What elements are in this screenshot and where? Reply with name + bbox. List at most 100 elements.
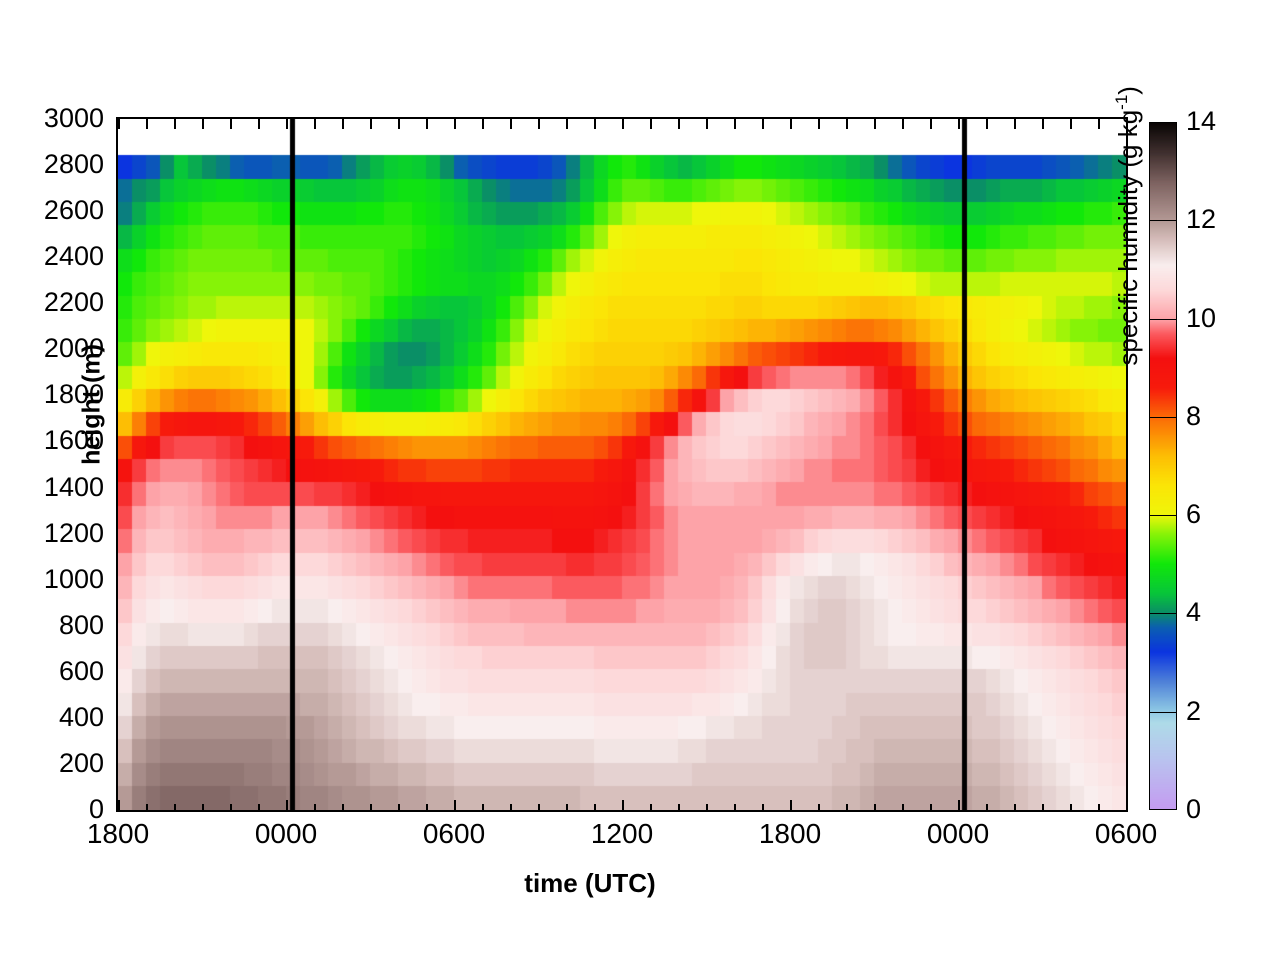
x-axis-minor-tick xyxy=(706,804,708,812)
x-axis-tick-labels: 1800 0000 0600 1200 1800 0000 0600 xyxy=(0,820,1280,870)
y-axis-tick-labels: 0 200 400 600 800 1000 1200 1400 1600 1800 2000 220… xyxy=(0,0,104,960)
x-axis-top-tick xyxy=(818,119,820,129)
x-axis-minor-tick xyxy=(510,804,512,812)
x-axis-top-tick xyxy=(986,119,988,129)
x-axis-minor-tick xyxy=(1014,804,1016,812)
x-axis-minor-tick xyxy=(902,804,904,812)
x-axis-minor-tick xyxy=(678,804,680,812)
x-axis-top-tick xyxy=(762,119,764,129)
x-axis-top-tick xyxy=(314,119,316,129)
x-axis-top-tick xyxy=(650,119,652,129)
colorbar-title: specific humidity (g kg-1) xyxy=(1112,0,1144,486)
x-axis-minor-tick xyxy=(1042,804,1044,812)
x-axis-top-tick xyxy=(482,119,484,129)
colorbar-title-main: specific humidity (g kg xyxy=(1112,109,1143,366)
x-axis-top-tick xyxy=(230,119,232,129)
x-axis-top-tick xyxy=(874,119,876,129)
x-axis-top-ticks xyxy=(116,119,1128,131)
y-axis-tick-label: 800 xyxy=(58,609,104,640)
x-axis-minor-tick xyxy=(986,804,988,812)
x-axis-major-tick xyxy=(454,800,456,812)
x-axis-minor-tick xyxy=(650,804,652,812)
x-axis-top-tick xyxy=(678,119,680,129)
y-axis-tick-label: 2200 xyxy=(43,287,104,318)
x-axis-top-tick xyxy=(202,119,204,129)
x-axis-top-tick xyxy=(538,119,540,129)
x-axis-top-tick xyxy=(1042,119,1044,129)
y-axis-tick-label: 2000 xyxy=(43,333,104,364)
x-axis-minor-tick xyxy=(594,804,596,812)
x-axis-minor-tick xyxy=(762,804,764,812)
x-axis-major-tick xyxy=(1126,800,1128,812)
x-axis-top-tick xyxy=(1126,119,1128,129)
colorbar-tick-label: 12 xyxy=(1186,204,1217,235)
x-axis-top-tick xyxy=(958,119,960,129)
x-axis-tick-label: 1800 xyxy=(758,818,822,849)
x-axis-minor-tick xyxy=(846,804,848,812)
x-axis-top-tick xyxy=(454,119,456,129)
x-axis-major-tick xyxy=(286,800,288,812)
x-axis-top-tick xyxy=(622,119,624,129)
x-axis-title: time (UTC) xyxy=(524,868,656,898)
y-axis-tick-label: 2400 xyxy=(43,241,104,272)
x-axis-minor-tick xyxy=(174,804,176,812)
x-axis-top-tick xyxy=(790,119,792,129)
colorbar-tick-label: 10 xyxy=(1186,302,1217,333)
x-axis-top-tick xyxy=(510,119,512,129)
heatmap-image xyxy=(118,119,1126,810)
heatmap-plot-area xyxy=(116,117,1128,812)
x-axis-bottom-ticks xyxy=(116,800,1128,812)
x-axis-minor-tick xyxy=(342,804,344,812)
y-axis-tick-label: 3000 xyxy=(43,103,104,133)
x-axis-major-tick xyxy=(790,800,792,812)
x-axis-top-tick xyxy=(258,119,260,129)
x-axis-major-tick xyxy=(622,800,624,812)
x-axis-top-tick xyxy=(846,119,848,129)
x-axis-minor-tick xyxy=(146,804,148,812)
x-axis-tick-label: 1200 xyxy=(590,818,654,849)
x-axis-minor-tick xyxy=(202,804,204,812)
x-axis-minor-tick xyxy=(538,804,540,812)
y-axis-tick-label: 600 xyxy=(58,655,104,686)
y-axis-tick-label: 200 xyxy=(58,747,104,778)
x-axis-top-tick xyxy=(342,119,344,129)
x-axis-minor-tick xyxy=(426,804,428,812)
x-axis-minor-tick xyxy=(818,804,820,812)
x-axis-top-tick xyxy=(174,119,176,129)
x-axis-top-tick xyxy=(930,119,932,129)
x-axis-minor-tick xyxy=(1070,804,1072,812)
x-axis-minor-tick xyxy=(734,804,736,812)
colorbar-tick-mark xyxy=(1149,711,1177,713)
x-axis-tick-label: 0000 xyxy=(254,818,318,849)
x-axis-minor-tick xyxy=(370,804,372,812)
x-axis-tick-label: 0600 xyxy=(422,818,486,849)
x-axis-top-tick xyxy=(1098,119,1100,129)
y-axis-tick-label: 2600 xyxy=(43,195,104,226)
y-axis-tick-label: 1800 xyxy=(43,379,104,410)
colorbar-gradient xyxy=(1150,123,1176,809)
x-axis-minor-tick xyxy=(314,804,316,812)
x-axis-tick-label: 1800 xyxy=(86,818,150,849)
x-axis-minor-tick xyxy=(482,804,484,812)
colorbar-tick-mark xyxy=(1149,515,1177,517)
x-axis-minor-tick xyxy=(874,804,876,812)
colorbar-title-exponent: -1 xyxy=(1112,94,1132,110)
colorbar-tick-mark xyxy=(1149,613,1177,615)
x-axis-major-tick xyxy=(118,800,120,812)
x-axis-top-tick xyxy=(286,119,288,129)
x-axis-top-tick xyxy=(594,119,596,129)
x-axis-top-tick xyxy=(398,119,400,129)
colorbar-tick-label: 8 xyxy=(1186,400,1202,431)
colorbar-tick-mark xyxy=(1149,318,1177,320)
x-axis-top-tick xyxy=(118,119,120,129)
colorbar-title-tail: ) xyxy=(1112,86,1143,95)
x-axis-minor-tick xyxy=(930,804,932,812)
x-axis-top-tick xyxy=(1070,119,1072,129)
y-axis-tick-label: 400 xyxy=(58,701,104,732)
colorbar-tick-label: 0 xyxy=(1186,794,1202,824)
x-axis-top-tick xyxy=(706,119,708,129)
x-axis-top-tick xyxy=(734,119,736,129)
x-axis-minor-tick xyxy=(566,804,568,812)
x-axis-tick-label: 0600 xyxy=(1094,818,1158,849)
